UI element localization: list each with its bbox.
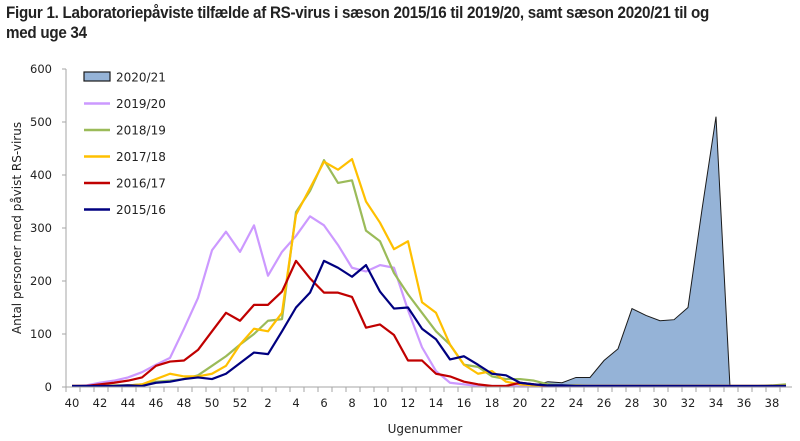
y-tick-label: 200 bbox=[30, 274, 52, 288]
y-tick-label: 400 bbox=[30, 168, 52, 182]
y-axis-title: Antal personer med påvist RS-virus bbox=[10, 122, 24, 334]
legend-label: 2015/16 bbox=[116, 203, 166, 217]
legend-label: 2016/17 bbox=[116, 177, 166, 191]
y-tick-label: 100 bbox=[30, 327, 52, 341]
x-tick-label: 50 bbox=[205, 396, 220, 410]
x-tick-label: 46 bbox=[149, 396, 164, 410]
y-tick-label: 500 bbox=[30, 115, 52, 129]
y-axis: 0 100 200 300 400 500 600 bbox=[30, 62, 67, 394]
x-tick-label: 16 bbox=[457, 396, 472, 410]
figure-title: Figur 1. Laboratoriepåviste tilfælde af … bbox=[6, 4, 710, 42]
legend-label: 2019/20 bbox=[116, 97, 166, 111]
legend-item: 2015/16 bbox=[84, 203, 166, 217]
x-tick-label: 14 bbox=[429, 396, 444, 410]
x-tick-label: 6 bbox=[320, 396, 327, 410]
y-tick-label: 0 bbox=[45, 380, 52, 394]
line-2015-16 bbox=[72, 259, 786, 388]
x-tick-label: 26 bbox=[597, 396, 612, 410]
legend-item: 2017/18 bbox=[84, 150, 166, 164]
x-axis: 40 42 44 46 48 50 52 2 4 6 8 10 12 14 16 18 20 22 24 26 28 30… bbox=[65, 386, 792, 410]
x-tick-label: 48 bbox=[177, 396, 192, 410]
x-tick-label: 22 bbox=[541, 396, 556, 410]
x-tick-label: 24 bbox=[569, 396, 584, 410]
legend-label: 2017/18 bbox=[116, 150, 166, 164]
x-tick-label: 34 bbox=[709, 396, 724, 410]
x-tick-label: 52 bbox=[233, 396, 248, 410]
x-tick-label: 36 bbox=[737, 396, 752, 410]
legend-item: 2016/17 bbox=[84, 177, 166, 191]
x-tick-label: 30 bbox=[653, 396, 668, 410]
x-tick-label: 2 bbox=[264, 396, 271, 410]
x-tick-label: 20 bbox=[513, 396, 528, 410]
x-axis-title: Ugenummer bbox=[388, 422, 463, 436]
legend-swatch-area bbox=[83, 71, 111, 82]
x-tick-label: 40 bbox=[65, 396, 80, 410]
y-tick-label: 600 bbox=[30, 62, 52, 76]
legend-item: 2018/19 bbox=[84, 124, 166, 138]
x-tick-label: 32 bbox=[681, 396, 696, 410]
x-tick-label: 28 bbox=[625, 396, 640, 410]
x-tick-label: 12 bbox=[401, 396, 416, 410]
x-tick-label: 4 bbox=[292, 396, 299, 410]
legend: 2020/21 2019/20 2018/19 2017/18 2016/17 2015/… bbox=[83, 71, 166, 217]
plot-area bbox=[71, 116, 787, 388]
x-tick-label: 38 bbox=[765, 396, 780, 410]
legend-item: 2019/20 bbox=[84, 97, 166, 111]
x-tick-label: 44 bbox=[121, 396, 136, 410]
x-tick-label: 42 bbox=[93, 396, 108, 410]
legend-label: 2018/19 bbox=[116, 124, 166, 138]
y-tick-label: 300 bbox=[30, 221, 52, 235]
area-2020-21 bbox=[72, 116, 786, 387]
x-tick-label: 10 bbox=[373, 396, 388, 410]
x-tick-label: 18 bbox=[485, 396, 500, 410]
x-tick-label: 8 bbox=[348, 396, 355, 410]
legend-label: 2020/21 bbox=[116, 71, 166, 85]
legend-item: 2020/21 bbox=[83, 71, 166, 85]
